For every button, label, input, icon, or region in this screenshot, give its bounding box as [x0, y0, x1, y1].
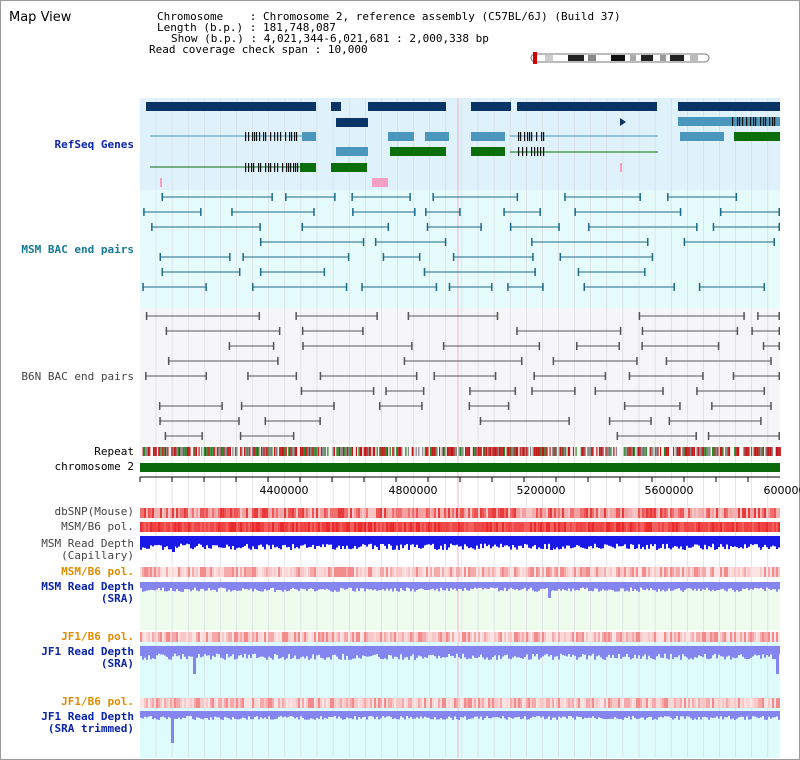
msm-read-depth-sra-label: MSM Read Depth (SRA): [41, 580, 134, 605]
chromosome-bar: [140, 463, 780, 472]
refseq-track-bg: [140, 98, 780, 190]
axis-tick-label: 5200000: [516, 484, 566, 497]
chromosome-label: Chromosome: [157, 10, 224, 23]
msm-b6-pol-label: MSM/B6 pol.: [61, 520, 134, 533]
refseq-genes-label[interactable]: RefSeq Genes: [54, 138, 134, 151]
jf1-b6-pol-label: JF1/B6 pol.: [61, 630, 134, 643]
chromosome-info: Chromosome : Chromosome 2, reference ass…: [149, 10, 621, 56]
jf1-read-depth-sra-label: JF1 Read Depth (SRA): [41, 645, 134, 670]
jf1-read-depth-trimmed-label: JF1 Read Depth (SRA trimmed): [41, 710, 134, 735]
b6n-bac-end-pairs-label[interactable]: B6N BAC end pairs: [21, 370, 134, 383]
chromosome-label-track: chromosome 2: [54, 460, 134, 473]
msm-bac-end-pairs-label[interactable]: MSM BAC end pairs: [21, 243, 134, 256]
map-view-title: Map View: [9, 10, 72, 25]
axis-tick-label: 4400000: [259, 484, 309, 497]
chromosome-value: Chromosome 2, reference assembly (C57BL/…: [262, 10, 621, 23]
axis-tick-label: 6000000: [763, 484, 800, 497]
jf1-b6-pol-trimmed-label: JF1/B6 pol.: [61, 695, 134, 708]
dbsnp-label: dbSNP(Mouse): [54, 505, 134, 518]
coverage-label: Read coverage check span: [149, 43, 308, 56]
axis-tick-label: 4800000: [388, 484, 438, 497]
msm-b6-pol-sra-label: MSM/B6 pol.: [61, 565, 134, 578]
axis-tick-label: 5600000: [644, 484, 694, 497]
msm-sra-bg: [140, 590, 780, 630]
msm-read-depth-capillary-label: MSM Read Depth (Capillary): [41, 537, 134, 562]
show-value: 4,021,344-6,021,681 : 2,000,338 bp: [263, 32, 489, 45]
coverage-value: 10,000: [327, 43, 368, 56]
repeat-label: Repeat: [94, 445, 134, 458]
ideogram-position-marker: [533, 52, 537, 64]
show-label: Show (b.p.): [171, 32, 244, 45]
length-value: 181,748,087: [262, 21, 336, 34]
length-label: Length (b.p.): [157, 21, 244, 34]
msm-bac-track-bg: [140, 190, 780, 308]
